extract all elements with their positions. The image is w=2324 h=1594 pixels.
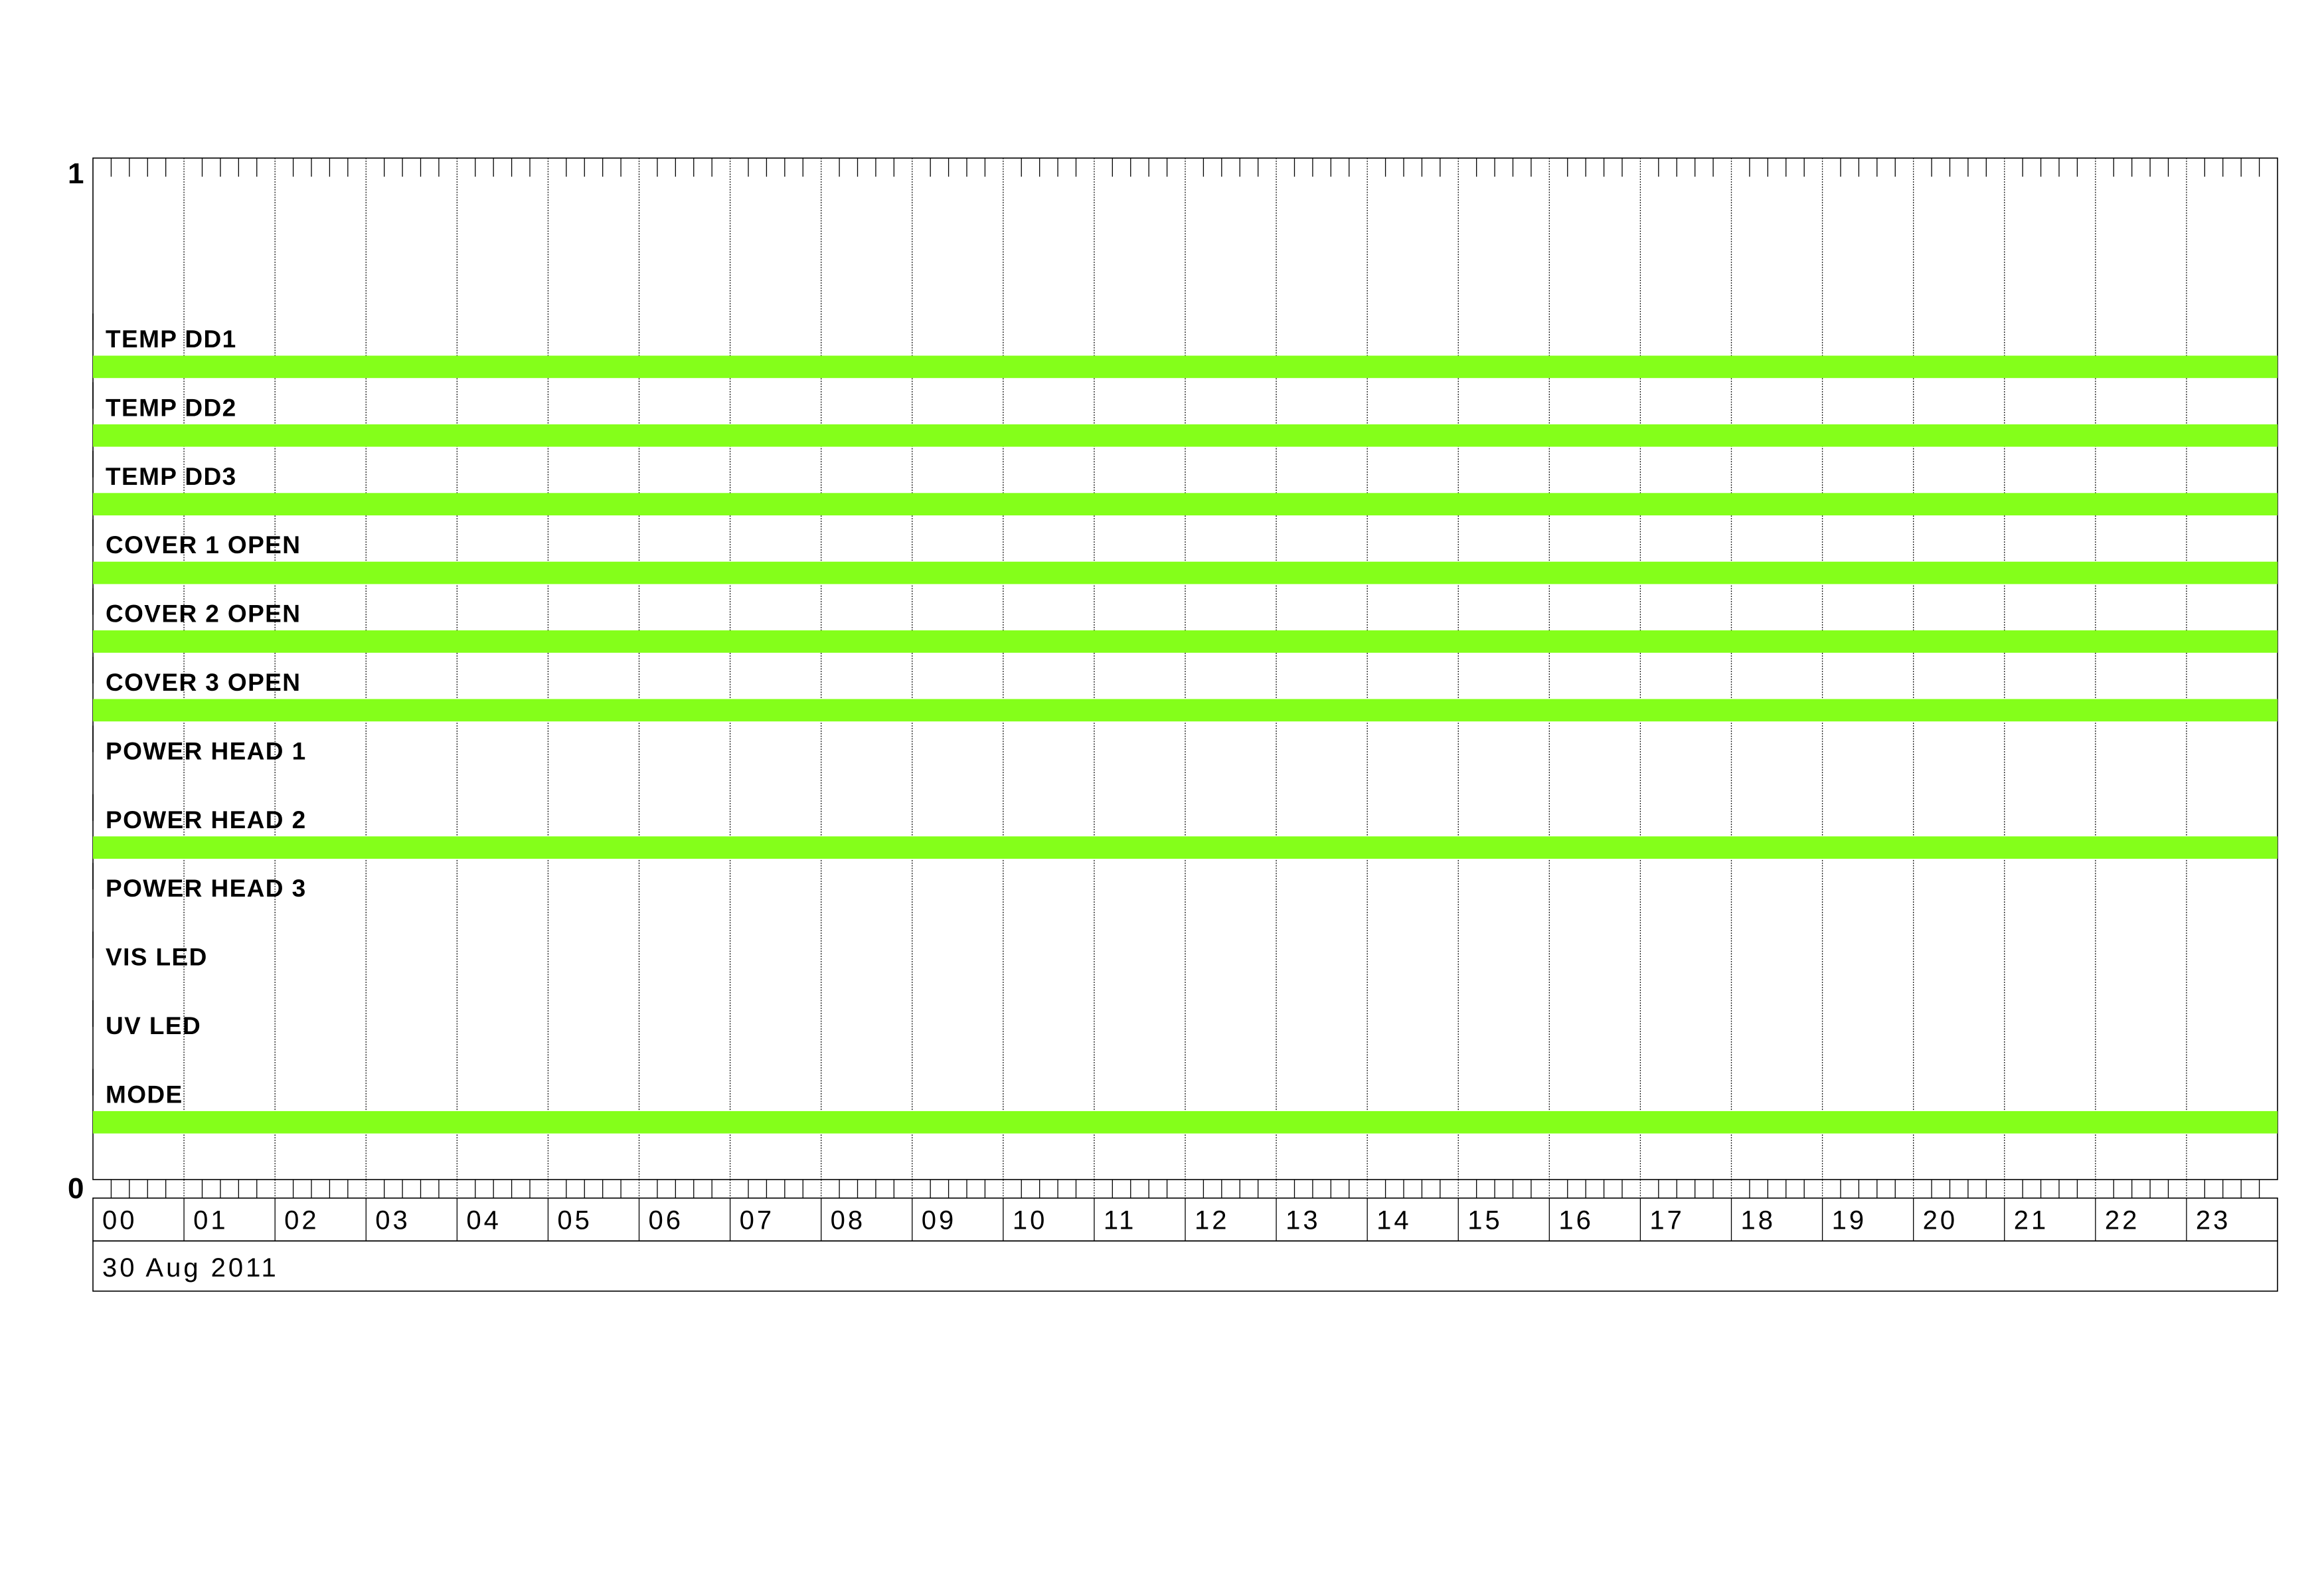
svg-text:POWER HEAD 3: POWER HEAD 3 — [106, 875, 307, 902]
svg-text:21: 21 — [2014, 1205, 2049, 1235]
svg-text:1: 1 — [68, 157, 84, 190]
svg-text:11: 11 — [1104, 1205, 1137, 1235]
svg-text:04: 04 — [466, 1205, 501, 1235]
svg-text:03: 03 — [375, 1205, 410, 1235]
svg-text:08: 08 — [831, 1205, 866, 1235]
svg-text:14: 14 — [1376, 1205, 1412, 1235]
svg-text:0: 0 — [68, 1172, 84, 1205]
svg-text:06: 06 — [649, 1205, 684, 1235]
svg-text:15: 15 — [1467, 1205, 1503, 1235]
svg-text:COVER 3 OPEN: COVER 3 OPEN — [106, 669, 301, 696]
svg-text:01: 01 — [193, 1205, 228, 1235]
svg-text:10: 10 — [1013, 1205, 1048, 1235]
svg-text:12: 12 — [1195, 1205, 1230, 1235]
svg-text:MODE: MODE — [106, 1081, 183, 1108]
svg-text:16: 16 — [1558, 1205, 1594, 1235]
svg-text:18: 18 — [1741, 1205, 1776, 1235]
svg-text:20: 20 — [1923, 1205, 1958, 1235]
svg-text:VIS LED: VIS LED — [106, 944, 208, 971]
svg-text:30 Aug 2011: 30 Aug 2011 — [102, 1253, 279, 1283]
svg-text:22: 22 — [2105, 1205, 2140, 1235]
svg-text:13: 13 — [1286, 1205, 1321, 1235]
svg-text:POWER HEAD 2: POWER HEAD 2 — [106, 806, 307, 834]
svg-text:TEMP DD2: TEMP DD2 — [106, 394, 237, 421]
svg-text:TEMP DD1: TEMP DD1 — [106, 325, 237, 353]
svg-text:TEMP DD3: TEMP DD3 — [106, 463, 237, 490]
svg-text:UV LED: UV LED — [106, 1012, 201, 1039]
svg-text:02: 02 — [284, 1205, 319, 1235]
svg-text:19: 19 — [1832, 1205, 1867, 1235]
svg-text:05: 05 — [557, 1205, 592, 1235]
svg-text:POWER HEAD 1: POWER HEAD 1 — [106, 737, 307, 764]
svg-text:07: 07 — [740, 1205, 775, 1235]
svg-text:09: 09 — [922, 1205, 957, 1235]
svg-text:17: 17 — [1649, 1205, 1685, 1235]
svg-text:23: 23 — [2196, 1205, 2231, 1235]
svg-text:COVER 2 OPEN: COVER 2 OPEN — [106, 600, 301, 628]
svg-text:COVER 1 OPEN: COVER 1 OPEN — [106, 531, 301, 559]
svg-text:00: 00 — [102, 1205, 137, 1235]
